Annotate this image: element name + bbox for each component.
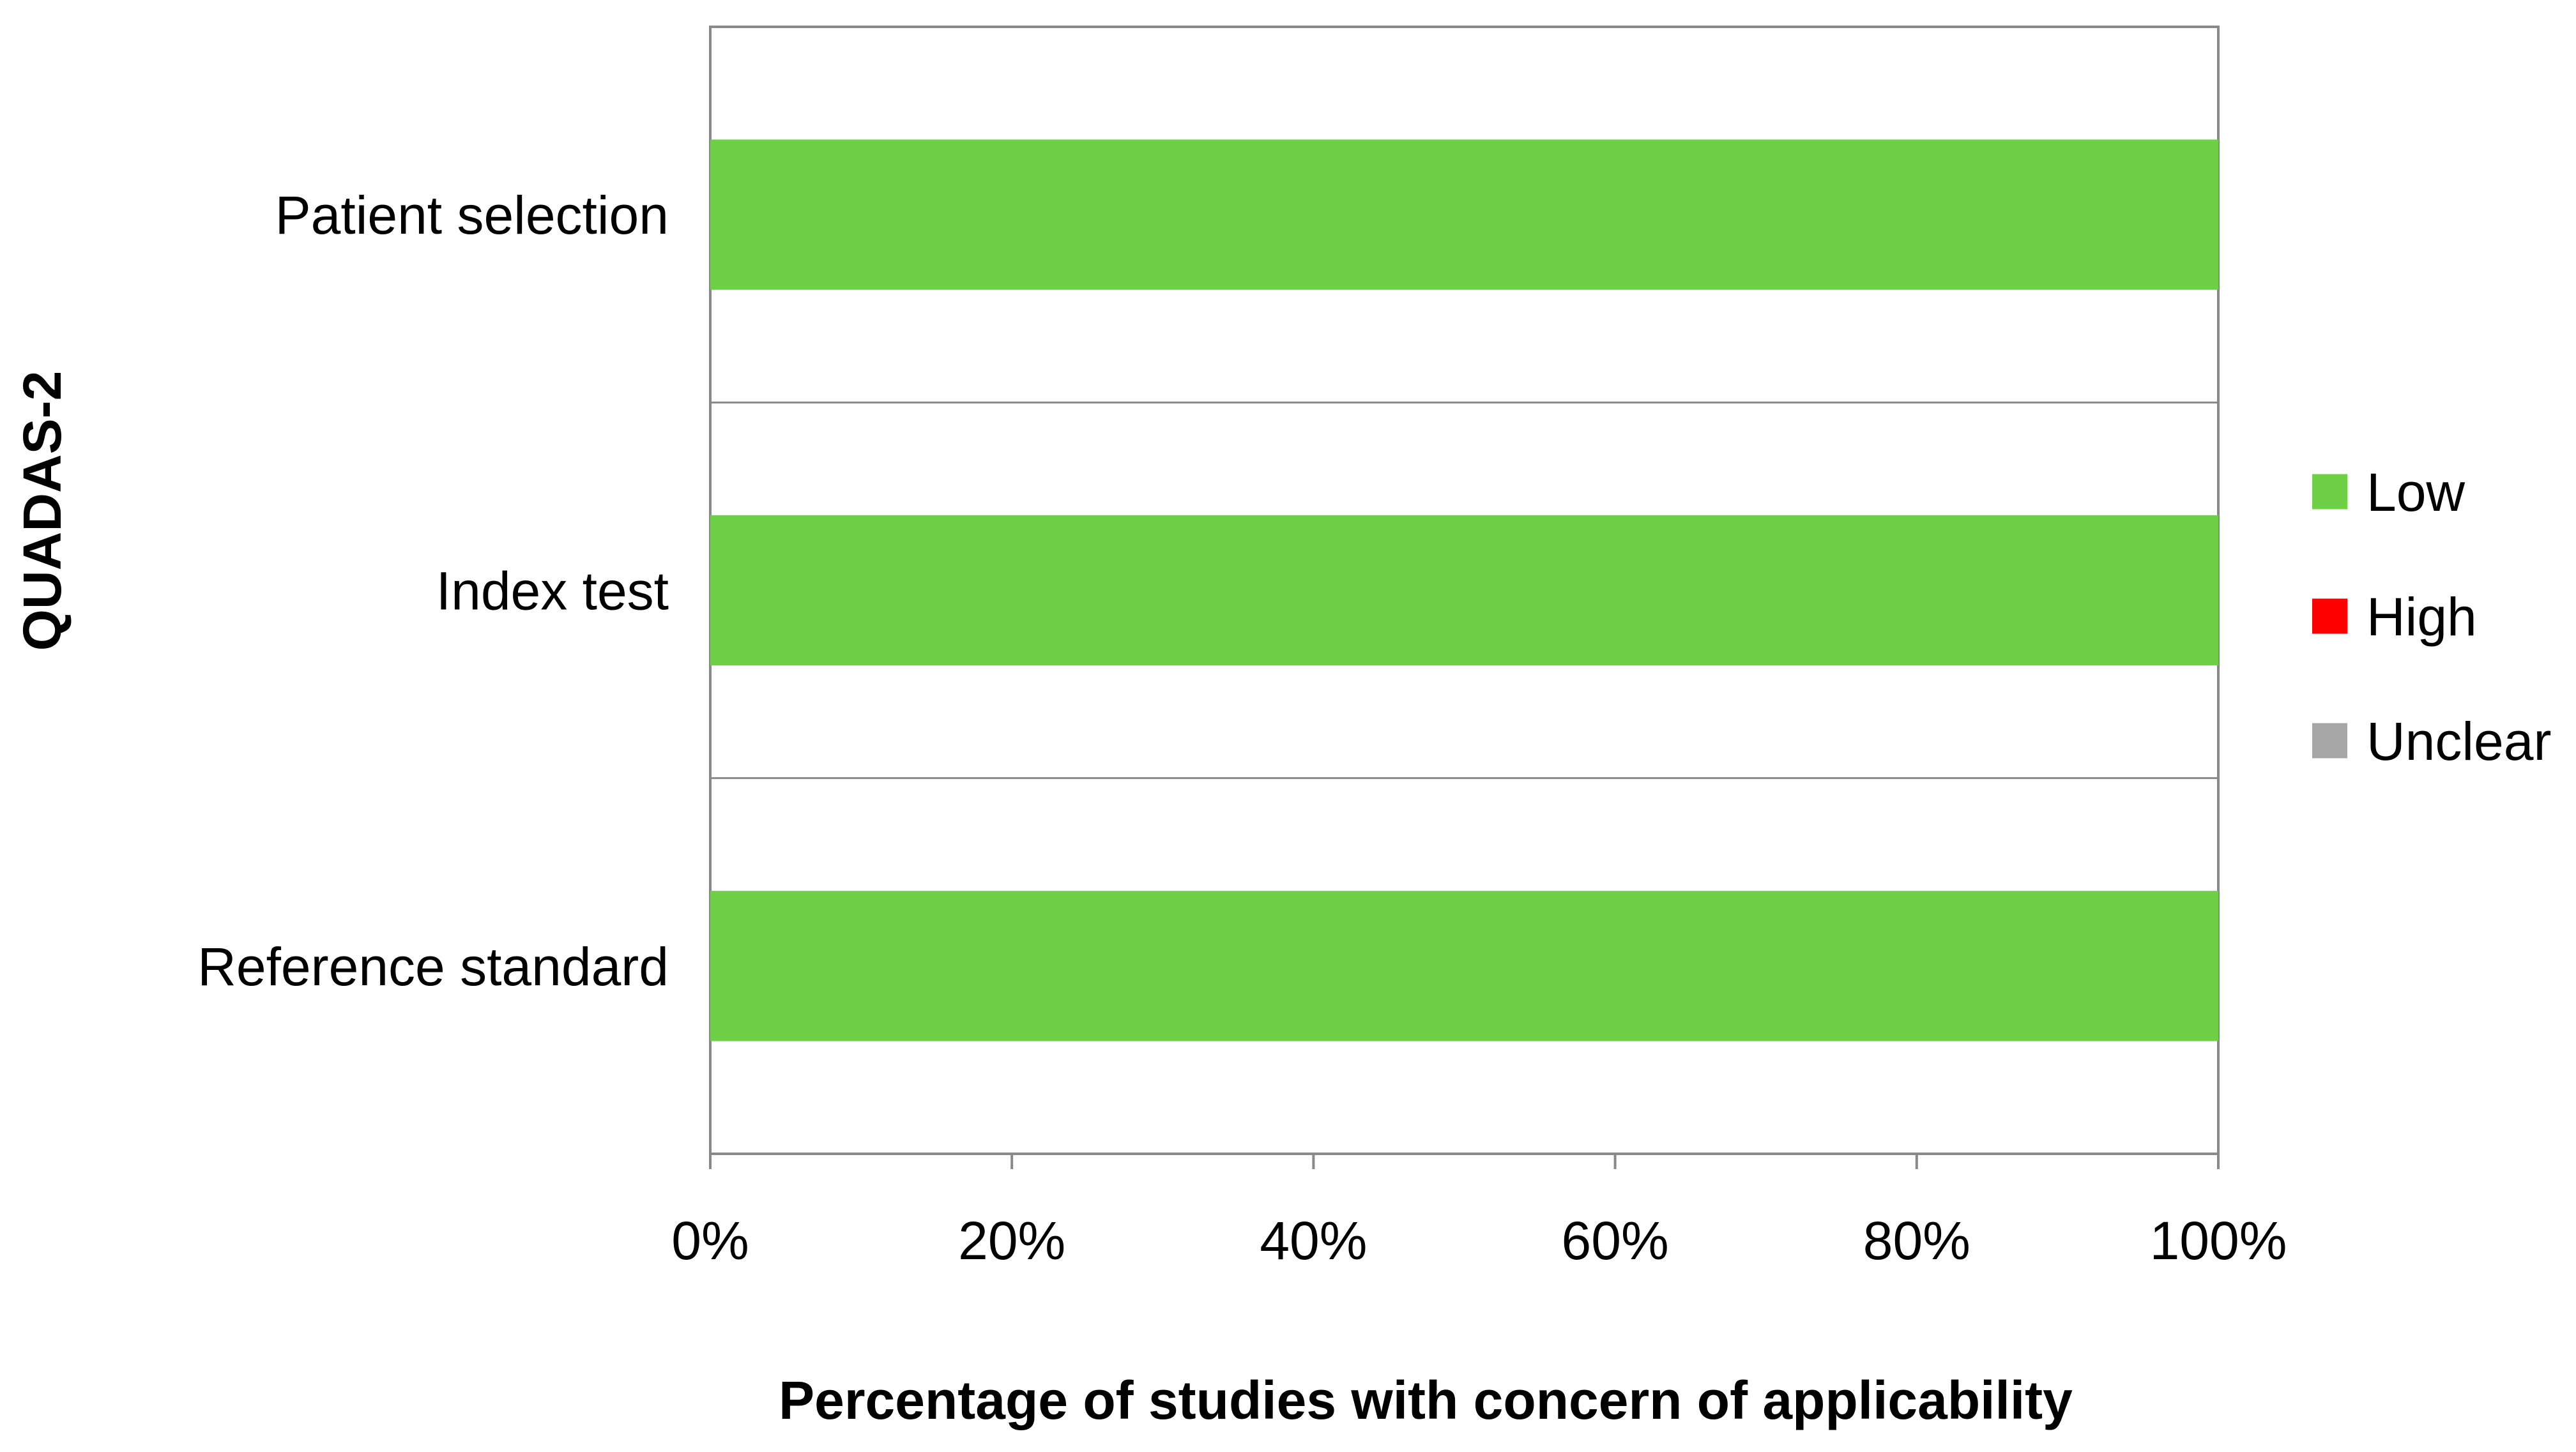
x-tick-label: 40% <box>1260 1211 1367 1271</box>
x-tick-label: 100% <box>2150 1211 2287 1271</box>
category-label: Reference standard <box>197 937 669 997</box>
legend-label-unclear: Unclear <box>2366 711 2551 771</box>
x-tick-label: 0% <box>671 1211 749 1271</box>
x-tick-label: 80% <box>1863 1211 1970 1271</box>
bar-low-1 <box>710 515 2218 666</box>
legend-label-high: High <box>2366 587 2477 647</box>
bar-low-2 <box>710 891 2218 1041</box>
category-label: Patient selection <box>275 185 669 245</box>
x-tick-label: 20% <box>958 1211 1065 1271</box>
legend-swatch-low <box>2312 474 2347 510</box>
y-axis-title: QUADAS-2 <box>12 371 72 651</box>
x-tick-label: 60% <box>1562 1211 1669 1271</box>
legend-swatch-unclear <box>2312 723 2347 759</box>
bar-series <box>710 139 2218 1041</box>
category-label: Index test <box>436 561 669 621</box>
legend: Low High Unclear <box>2312 462 2551 771</box>
legend-swatch-high <box>2312 598 2347 634</box>
category-labels: Patient selection Index test Reference sta… <box>197 185 669 997</box>
x-axis-title: Percentage of studies with concern of ap… <box>779 1370 2073 1430</box>
legend-label-low: Low <box>2366 462 2465 522</box>
bar-low-0 <box>710 139 2218 290</box>
category-separators <box>710 401 2218 780</box>
x-axis-tick-labels: 0% 20% 40% 60% 80% 100% <box>671 1211 2287 1271</box>
x-axis-ticks <box>709 1154 2220 1169</box>
